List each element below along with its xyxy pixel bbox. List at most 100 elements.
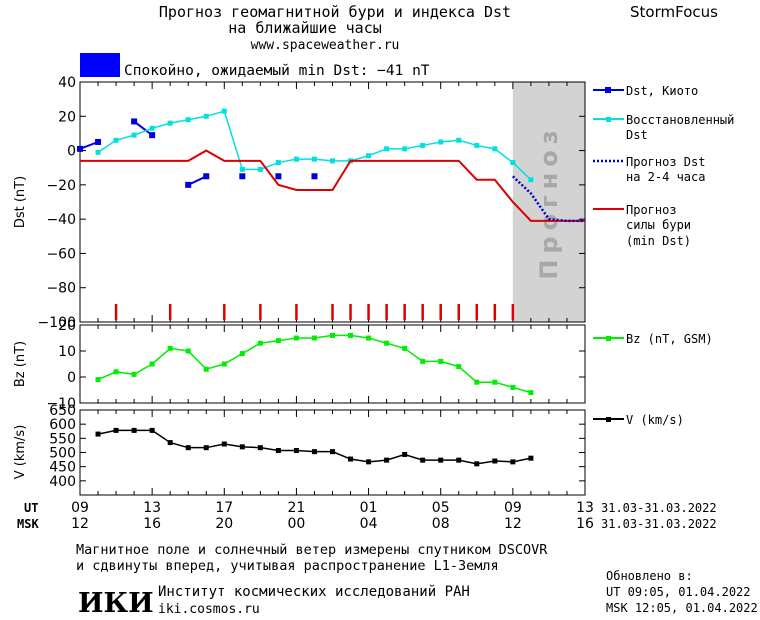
restored-dst-point (384, 146, 390, 152)
restored-dst-point (311, 156, 317, 162)
y-tick-label: −80 (46, 281, 76, 297)
bz-point (510, 384, 516, 390)
ut-tick-label: 05 (432, 500, 450, 516)
legend-storm-1: Прогноз (626, 203, 677, 217)
y-tick-label: 550 (49, 431, 76, 447)
v-point (275, 448, 281, 454)
bz-point (131, 371, 137, 377)
msk-tick-label: 20 (215, 516, 233, 532)
bz-point (275, 338, 281, 344)
v-point (384, 457, 390, 463)
v-point (330, 449, 335, 455)
v-point (420, 457, 426, 463)
legend-bz-marker (606, 336, 611, 341)
bz-point (167, 345, 173, 351)
storm-forecast-line (80, 149, 585, 222)
legend-forecast-1: Прогноз Dst (626, 155, 705, 169)
restored-dst-point (221, 108, 227, 114)
msk-tick-label: 12 (71, 516, 89, 532)
dst-kyoto-segment (133, 120, 153, 136)
y-tick-label: 20 (58, 318, 76, 334)
v-point (293, 448, 299, 454)
bz-point (239, 351, 245, 357)
restored-dst-point (492, 146, 498, 152)
legend-v-marker (606, 417, 611, 422)
ut-tick-label: 09 (504, 500, 522, 516)
bz-point (474, 379, 480, 385)
restored-dst-point (275, 160, 281, 166)
dst-forecast-line (511, 175, 585, 223)
restored-dst-point (456, 137, 462, 143)
bz-line (97, 334, 532, 394)
restored-dst-point (528, 177, 534, 183)
v-line (97, 429, 532, 465)
restored-dst-point (113, 137, 119, 143)
brand-name: StormFocus (630, 3, 718, 21)
ut-range: 31.03-31.03.2022 (601, 501, 717, 515)
y-tick-label: −20 (46, 178, 76, 194)
v-point (492, 458, 498, 464)
bz-point (528, 390, 534, 396)
dst-kyoto-segment (187, 175, 207, 186)
forecast-shade (512, 82, 585, 322)
restored-dst-point (95, 149, 101, 155)
y-tick-label: 600 (49, 417, 76, 433)
v-point (474, 461, 480, 467)
bz-point (311, 335, 317, 341)
restored-dst-point (366, 153, 372, 159)
restored-dst-point (149, 125, 155, 131)
v-point (402, 451, 408, 457)
y-tick-label: 500 (49, 446, 76, 462)
restored-dst-point (167, 120, 173, 126)
v-point (348, 456, 354, 462)
y-tick-label: −60 (46, 246, 76, 262)
bz-point (149, 361, 155, 367)
bz-point (185, 348, 191, 354)
msk-label: MSK (17, 517, 39, 531)
restored-dst-point (420, 142, 426, 148)
ut-tick-label: 09 (71, 500, 89, 516)
bz-point (293, 335, 299, 341)
legend-restored-2: Dst (626, 128, 648, 142)
y-tick-label: 0 (67, 144, 76, 160)
y-axis-label: Bz (nT) (13, 341, 28, 387)
restored-dst-point (438, 139, 444, 145)
dst-panel: Прогноз 40 20 0 −20 −40 −60 −80 −100 Dst (nT) (13, 75, 586, 331)
msk-tick-label: 00 (288, 516, 306, 532)
legend-restored-1: Восстановленный (626, 113, 734, 127)
v-point (131, 427, 137, 433)
restored-dst-point (257, 166, 263, 172)
ut-tick-label: 01 (360, 500, 378, 516)
institute-name: Институт космических исследований РАН (158, 584, 470, 600)
institute-site: iki.cosmos.ru (158, 602, 260, 617)
y-tick-label: −100 (38, 315, 76, 331)
note-line-1: Магнитное поле и солнечный ветер измерен… (76, 542, 548, 558)
legend-storm-2: силы бури (626, 218, 691, 232)
v-point (149, 427, 155, 433)
y-tick-label: 450 (49, 460, 76, 476)
bz-point (113, 369, 119, 375)
y-tick-label: 10 (58, 344, 76, 360)
v-point (510, 459, 516, 465)
msk-tick-label: 16 (143, 516, 161, 532)
bz-point (221, 361, 227, 367)
v-point (257, 445, 263, 451)
legend-forecast-2: на 2-4 часа (626, 170, 705, 184)
msk-tick-label: 04 (360, 516, 378, 532)
bz-point (438, 358, 444, 364)
v-point (95, 431, 101, 437)
y-tick-label: 400 (49, 474, 76, 490)
v-point (239, 444, 245, 450)
bz-point (384, 340, 390, 346)
title-line-1: Прогноз геомагнитной бури и индекса Dst (159, 3, 511, 21)
status-text: Спокойно, ожидаемый min Dst: −41 nT (124, 63, 430, 79)
v-point (203, 445, 209, 451)
site-url: www.spaceweather.ru (251, 38, 400, 53)
forecast-label: Прогноз (535, 124, 563, 279)
dst-kyoto-point (185, 181, 192, 188)
restored-dst-point (203, 113, 209, 119)
bz-point (257, 340, 263, 346)
v-point (221, 441, 227, 447)
ut-tick-label: 21 (288, 500, 306, 516)
